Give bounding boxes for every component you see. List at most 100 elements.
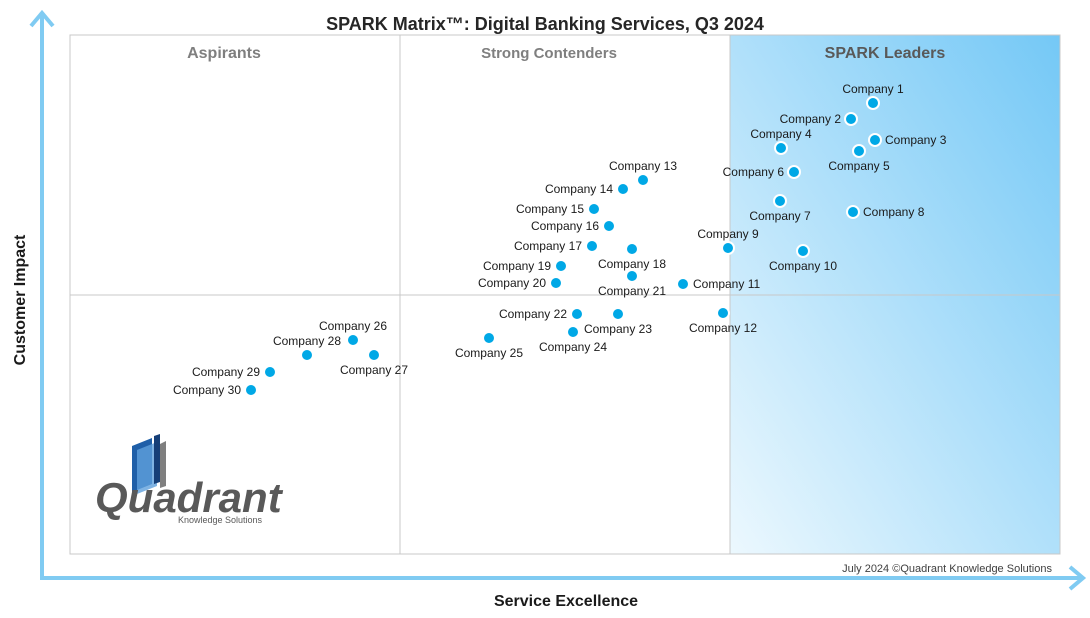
- data-point: [549, 276, 563, 290]
- x-axis-arrowhead: [1068, 565, 1087, 591]
- data-point: [852, 144, 866, 158]
- data-point: [611, 307, 625, 321]
- data-points: Company 1 Company 2 Company 3 Company 4 Comp…: [173, 82, 947, 397]
- logo-tagline: Knowledge Solutions: [178, 515, 263, 525]
- data-point: [716, 306, 730, 320]
- data-point-label: Company 18: [598, 257, 666, 271]
- data-point: [846, 205, 860, 219]
- data-point: [570, 307, 584, 321]
- data-point-group: Company 2: [780, 112, 858, 126]
- x-axis-label: Service Excellence: [494, 593, 638, 610]
- data-point: [346, 333, 360, 347]
- data-point-group: Company 8: [846, 205, 925, 219]
- data-point-group: Company 16: [531, 219, 616, 233]
- data-point-group: Company 7: [749, 194, 811, 223]
- y-axis-label: Customer Impact: [12, 234, 29, 365]
- data-point: [482, 331, 496, 345]
- data-point-label: Company 24: [539, 340, 607, 354]
- plot-border: [69, 34, 1061, 555]
- data-point: [774, 141, 788, 155]
- data-point: [844, 112, 858, 126]
- data-point-group: Company 3: [868, 133, 947, 147]
- data-point-group: Company 22: [499, 307, 584, 321]
- data-point: [625, 242, 639, 256]
- data-point-group: Company 30: [173, 383, 258, 397]
- data-point-label: Company 3: [885, 133, 947, 147]
- data-point-label: Company 2: [780, 112, 842, 126]
- data-point-group: Company 1: [842, 82, 904, 110]
- data-point: [866, 96, 880, 110]
- data-point: [676, 277, 690, 291]
- data-point-group: Company 23: [584, 307, 652, 336]
- data-point-label: Company 22: [499, 307, 567, 321]
- data-point-label: Company 28: [273, 334, 341, 348]
- data-point-group: Company 6: [723, 165, 801, 179]
- data-point: [367, 348, 381, 362]
- data-point-group: Company 20: [478, 276, 563, 290]
- data-point-group: Company 18: [598, 242, 666, 271]
- data-point: [244, 383, 258, 397]
- data-point: [636, 173, 650, 187]
- data-point-label: Company 9: [697, 227, 759, 241]
- data-point-group: Company 27: [340, 348, 408, 377]
- data-point-group: Company 12: [689, 306, 757, 335]
- data-point-group: Company 13: [609, 159, 677, 187]
- data-point-label: Company 6: [723, 165, 785, 179]
- data-point-group: Company 14: [545, 182, 630, 196]
- data-point-group: Company 19: [483, 259, 568, 273]
- data-point-label: Company 23: [584, 322, 652, 336]
- data-point-label: Company 7: [749, 209, 811, 223]
- data-point-label: Company 16: [531, 219, 599, 233]
- logo-name: Quadrant: [95, 474, 284, 522]
- quadrant-label-aspirants: Aspirants: [187, 45, 261, 62]
- data-point-label: Company 17: [514, 239, 582, 253]
- chart-title: SPARK Matrix™: Digital Banking Services,…: [326, 14, 764, 34]
- data-point-group: Company 9: [697, 227, 759, 255]
- quadrant-label-spark-leaders: SPARK Leaders: [825, 45, 946, 62]
- data-point-group: Company 25: [455, 331, 523, 360]
- data-point: [602, 219, 616, 233]
- data-point: [616, 182, 630, 196]
- data-point-label: Company 25: [455, 346, 523, 360]
- data-point-label: Company 11: [693, 277, 760, 291]
- data-point: [721, 241, 735, 255]
- data-point-label: Company 13: [609, 159, 677, 173]
- data-point: [566, 325, 580, 339]
- data-point-label: Company 20: [478, 276, 546, 290]
- data-point-label: Company 10: [769, 259, 837, 273]
- data-point: [263, 365, 277, 379]
- quadrant-label-strong-contenders: Strong Contenders: [481, 45, 617, 62]
- data-point: [300, 348, 314, 362]
- data-point-group: Company 10: [769, 244, 837, 273]
- data-point-label: Company 30: [173, 383, 241, 397]
- data-point-label: Company 4: [750, 127, 812, 141]
- data-point: [625, 269, 639, 283]
- data-point-group: Company 5: [828, 144, 890, 173]
- data-point-label: Company 14: [545, 182, 613, 196]
- y-axis-arrowhead: [29, 9, 55, 28]
- data-point-label: Company 29: [192, 365, 260, 379]
- data-point: [554, 259, 568, 273]
- data-point-label: Company 8: [863, 205, 925, 219]
- quadrant-logo: Quadrant Knowledge Solutions: [95, 434, 284, 525]
- data-point-group: Company 28: [273, 334, 341, 362]
- data-point: [787, 165, 801, 179]
- data-point-label: Company 12: [689, 321, 757, 335]
- data-point-group: Company 24: [539, 325, 607, 354]
- data-point: [868, 133, 882, 147]
- data-point-label: Company 15: [516, 202, 584, 216]
- data-point: [796, 244, 810, 258]
- data-point: [585, 239, 599, 253]
- data-point-group: Company 26: [319, 319, 387, 347]
- data-point-label: Company 27: [340, 363, 408, 377]
- data-point-group: Company 17: [514, 239, 599, 253]
- data-point-label: Company 1: [842, 82, 904, 96]
- data-point-group: Company 11: [676, 277, 760, 291]
- book-icon: [132, 434, 166, 494]
- copyright-note: July 2024 ©Quadrant Knowledge Solutions: [842, 563, 1052, 575]
- data-point-group: Company 29: [192, 365, 277, 379]
- data-point-group: Company 4: [750, 127, 812, 155]
- data-point: [587, 202, 601, 216]
